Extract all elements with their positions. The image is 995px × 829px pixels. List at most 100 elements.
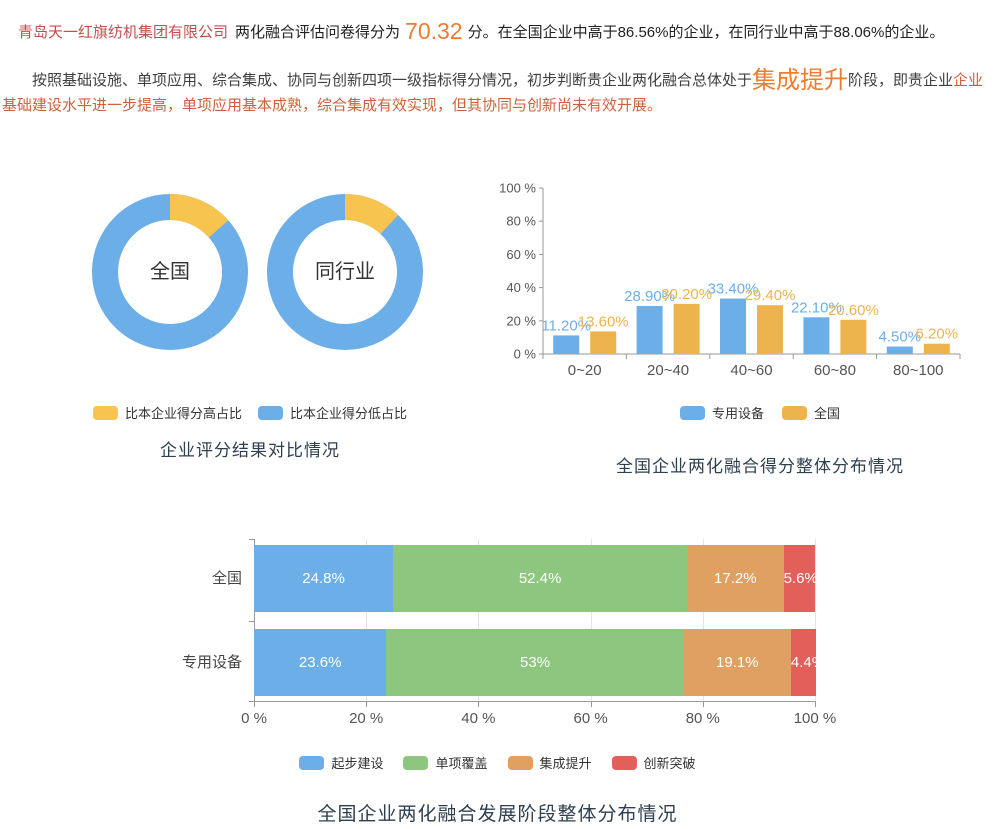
x-axis-label: 20 % (349, 710, 384, 727)
y-axis-line (254, 539, 255, 701)
legend-label-stage-single: 单项覆盖 (435, 756, 488, 771)
x-category-label: 20~40 (647, 362, 689, 379)
bar-value-label: 30.20% (661, 286, 712, 303)
stacked-segment-起步建设: 23.6% (254, 629, 387, 696)
analysis-segment-2: 阶段，即贵企业 (848, 72, 954, 89)
x-axis-label: 40 % (461, 710, 496, 727)
legend-swatch-blue (258, 405, 283, 420)
legend-label-stage-start: 起步建设 (331, 756, 384, 771)
legend-swatch-red (611, 755, 637, 770)
bar-专用设备-0~20 (553, 335, 580, 354)
gridline (815, 539, 816, 701)
bar-value-label: 20.60% (828, 302, 879, 319)
bar-专用设备-40~60 (720, 298, 746, 354)
donut-legend: 比本企业得分高占比 比本企业得分低占比 (55, 403, 445, 422)
legend-item-higher-share[interactable]: 比本企业得分高占比 (92, 403, 242, 422)
legend-swatch-orange (507, 755, 533, 770)
y-axis-label: 40 % (506, 280, 536, 295)
donut-ring (92, 194, 248, 350)
x-axis-tick (815, 701, 816, 707)
bar-value-label: 6.20% (916, 326, 959, 343)
legend-item-lower-share[interactable]: 比本企业得分低占比 (258, 403, 407, 422)
x-axis-tick (590, 701, 592, 707)
bar-value-label: 22.10% (791, 299, 842, 316)
score-summary-line: 青岛天一红旗纺机集团有限公司 两化融合评估问卷得分为 70.32 分。在全国企业中高于… (18, 20, 983, 44)
donut-slice-higher (267, 194, 423, 350)
legend-swatch-blue (679, 405, 705, 420)
analysis-segment-3: 企业基础建设水平进一步提高，单项应用基本成熟，综合集成有效实现，但其协同与创新尚… (2, 72, 984, 114)
bar-value-label: 11.20% (541, 317, 591, 334)
legend-label-special-equipment: 专用设备 (711, 406, 764, 421)
legend-item-national[interactable]: 全国 (782, 403, 840, 422)
bar-全国-40~60 (757, 305, 783, 354)
x-category-label: 40~60 (730, 362, 772, 379)
legend-label-stage-integrate: 集成提升 (539, 756, 592, 771)
gridline (478, 539, 480, 701)
stacked-segment-单项覆盖: 52.4% (393, 545, 688, 612)
stacked-segment-集成提升: 19.1% (683, 629, 791, 696)
donut-chart-industry (267, 194, 423, 350)
legend-swatch-yellow (92, 405, 118, 420)
legend-label-lower-share: 比本企业得分低占比 (290, 406, 408, 421)
bar-chart-legend: 专用设备 全国 (530, 403, 990, 422)
score-lead-text: 两化融合评估问卷得分为 (235, 24, 401, 41)
bar-value-label: 13.60% (578, 313, 629, 330)
gridline (366, 539, 368, 701)
legend-item-stage-single[interactable]: 单项覆盖 (403, 753, 488, 772)
legend-label-stage-innovate: 创新突破 (643, 756, 696, 771)
score-value: 70.32 (405, 18, 463, 44)
x-category-label: 0~20 (568, 362, 602, 379)
bar-专用设备-60~80 (803, 317, 830, 354)
donut-chart-national (92, 194, 248, 350)
stage-analysis-paragraph: 按照基础设施、单项应用、综合集成、协同与创新四项一级指标得分情况，初步判断贵企业… (2, 68, 993, 118)
bar-value-label: 28.90% (624, 288, 675, 305)
score-distribution-bar-chart: 0 % 20 % 40 % 60 % 80 % 100 % 0~20 11.20%13.60%… (500, 181, 961, 379)
legend-swatch-blue (299, 755, 325, 770)
x-axis-label: 80 % (685, 710, 720, 727)
gridline (702, 539, 704, 701)
x-category-label: 80~100 (893, 362, 943, 379)
donut-slice-higher (92, 194, 248, 350)
stacked-segment-起步建设: 24.8% (254, 545, 394, 612)
legend-label-national: 全国 (814, 406, 841, 421)
stacked-segment-创新突破: 5.6% (783, 545, 818, 612)
legend-swatch-green (403, 755, 429, 770)
x-axis-tick (366, 701, 368, 707)
legend-item-special-equipment[interactable]: 专用设备 (679, 403, 764, 422)
bar-全国-0~20 (590, 331, 617, 354)
donut-ring (267, 194, 423, 350)
y-category-label: 全国 (211, 570, 242, 587)
x-category-label: 60~80 (814, 362, 856, 379)
gridline (590, 539, 592, 701)
legend-item-stage-innovate[interactable]: 创新突破 (611, 753, 696, 772)
x-axis-tick (478, 701, 480, 707)
donut-center-label-industry: 同行业 (315, 261, 375, 283)
legend-label-higher-share: 比本企业得分高占比 (124, 406, 242, 421)
x-axis-tick (702, 701, 704, 707)
bar-专用设备-20~40 (636, 306, 663, 354)
bar-专用设备-80~100 (886, 346, 913, 354)
analysis-segment-1: 按照基础设施、单项应用、综合集成、协同与创新四项一级指标得分情况，初步判断贵企业… (32, 72, 753, 89)
bar-全国-20~40 (673, 303, 700, 354)
y-axis-label: 100 % (500, 181, 536, 196)
stacked-chart-legend: 起步建设 单项覆盖 集成提升 创新突破 (0, 753, 995, 772)
x-axis-tick (254, 701, 255, 707)
bar-chart-title: 全国企业两化融合得分整体分布情况 (616, 457, 904, 476)
y-axis-label: 80 % (506, 214, 536, 229)
bar-value-label: 33.40% (708, 281, 759, 298)
stage-highlight: 集成提升 (752, 67, 849, 94)
x-axis-label: 100 % (793, 710, 837, 727)
bar-全国-60~80 (840, 319, 867, 354)
legend-swatch-orange (782, 405, 807, 420)
score-tail-text: 分。在全国企业中高于86.56%的企业，在同行业中高于88.06%的企业。 (467, 24, 945, 41)
legend-item-stage-start[interactable]: 起步建设 (299, 753, 383, 772)
y-axis-label: 20 % (506, 313, 536, 328)
y-category-label: 专用设备 (181, 654, 242, 671)
x-axis-line (254, 701, 815, 702)
stacked-segment-单项覆盖: 53% (386, 629, 684, 696)
bar-全国-80~100 (923, 343, 950, 354)
stage-distribution-stacked-chart: 0 % 20 % 40 % 60 % 80 % 100 % 全国 24.8% 52.4% 17.2… (0, 525, 995, 740)
legend-item-stage-integrate[interactable]: 集成提升 (507, 753, 592, 772)
x-axis-label: 60 % (573, 710, 608, 727)
